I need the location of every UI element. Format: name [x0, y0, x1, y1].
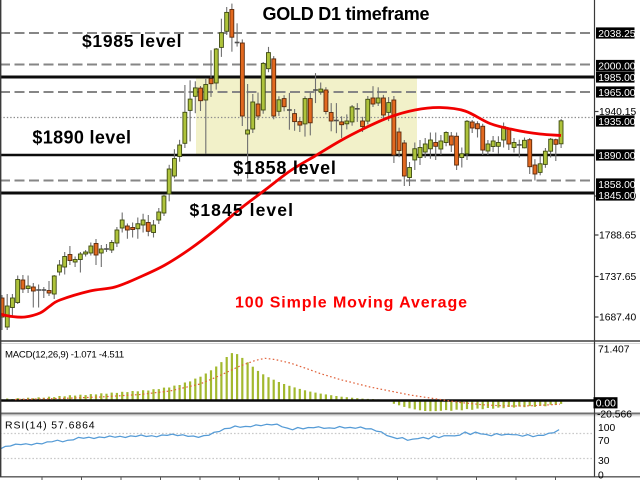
svg-text:1858.00: 1858.00	[598, 180, 635, 191]
svg-text:100: 100	[598, 423, 615, 434]
svg-text:1965.00: 1965.00	[598, 88, 635, 99]
svg-text:GOLD D1 timeframe: GOLD D1 timeframe	[263, 4, 430, 24]
svg-text:1890.00: 1890.00	[598, 151, 635, 162]
svg-text:100 Simple Moving Average: 100 Simple Moving Average	[235, 295, 468, 312]
svg-text:1845.00: 1845.00	[598, 191, 635, 202]
svg-text:0.00: 0.00	[596, 399, 616, 410]
svg-text:$1845 level: $1845 level	[190, 200, 295, 220]
svg-text:-20.566: -20.566	[597, 410, 632, 421]
svg-text:1985.00: 1985.00	[598, 73, 635, 84]
svg-text:70: 70	[598, 436, 610, 447]
svg-text:2038.25: 2038.25	[598, 29, 635, 40]
svg-text:$1985 level: $1985 level	[82, 31, 182, 51]
svg-text:1935.00: 1935.00	[598, 117, 635, 128]
svg-text:1687.40: 1687.40	[599, 313, 636, 324]
svg-text:MACD(12,26,9) -1.071 -4.511: MACD(12,26,9) -1.071 -4.511	[5, 350, 124, 361]
svg-text:2000.00: 2000.00	[598, 61, 635, 72]
svg-text:$1890 level: $1890 level	[32, 127, 131, 147]
svg-text:71.407: 71.407	[598, 345, 630, 356]
svg-text:1940.15: 1940.15	[599, 107, 636, 118]
svg-text:30: 30	[598, 456, 610, 467]
svg-text:RSI(14) 57.6864: RSI(14) 57.6864	[5, 420, 96, 432]
svg-text:0: 0	[598, 471, 604, 480]
svg-text:1788.65: 1788.65	[599, 231, 636, 242]
svg-text:$1858 level: $1858 level	[233, 158, 336, 178]
svg-text:1737.65: 1737.65	[599, 272, 636, 283]
